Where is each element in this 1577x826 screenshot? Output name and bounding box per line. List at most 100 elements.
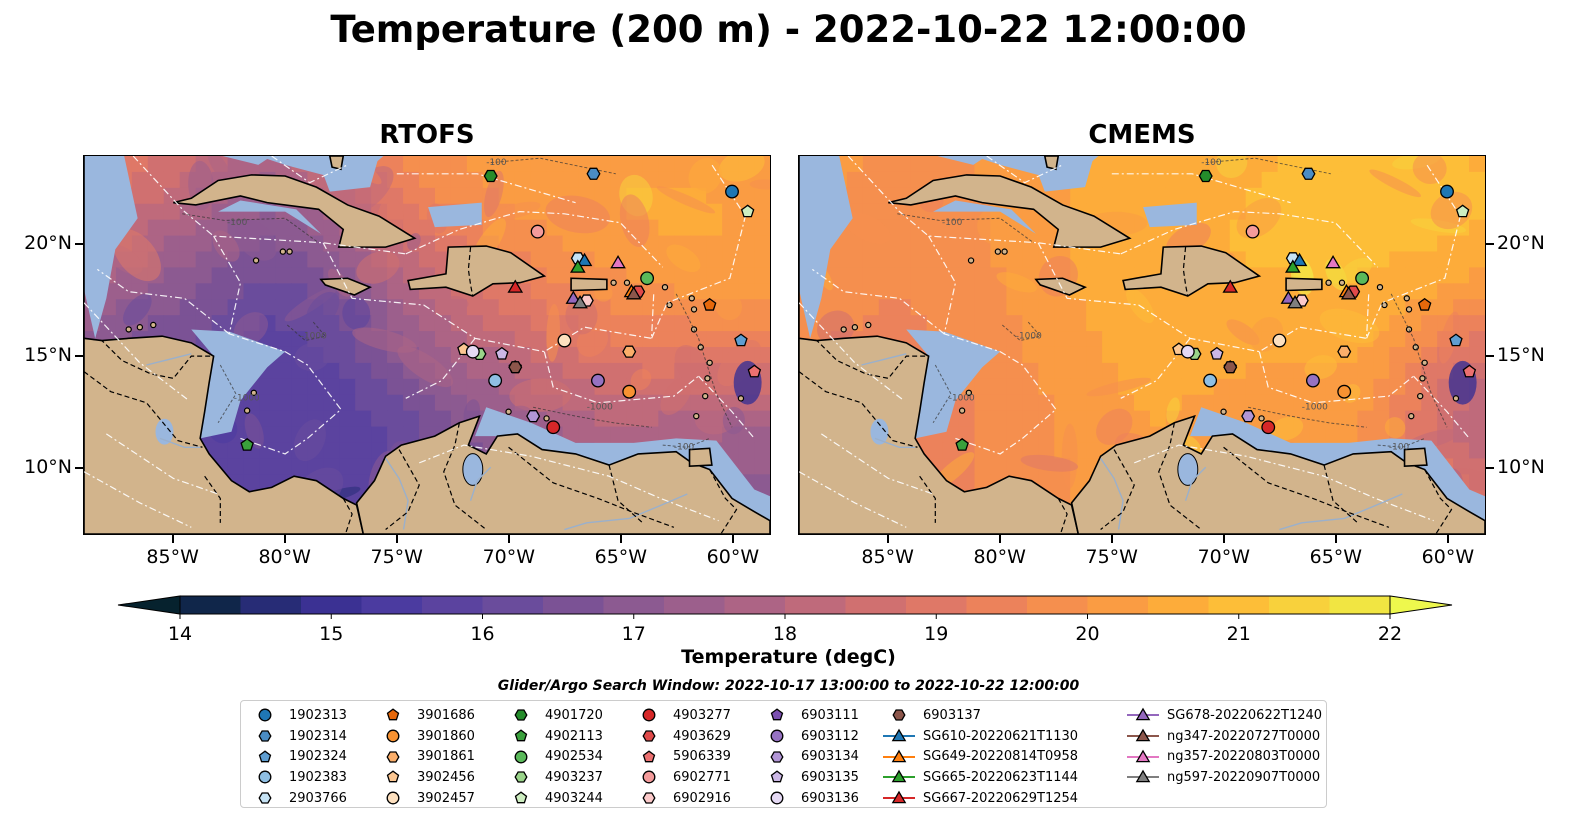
isobath-line: [662, 437, 710, 448]
island: [1405, 326, 1413, 333]
lake-maracaibo: [462, 453, 484, 486]
river: [1100, 458, 1124, 530]
legend-label: ng357-20220803T0000: [1167, 749, 1321, 765]
land-cuba: [888, 174, 1132, 248]
lat-tick: [75, 466, 83, 469]
island: [690, 306, 698, 313]
legend-marker: [770, 751, 784, 763]
eez-line: [812, 268, 945, 335]
colorbar-extend-min: [117, 595, 181, 615]
isobath-line: [532, 406, 652, 428]
eez-line: [419, 444, 719, 522]
lake-nicaragua: [870, 418, 889, 445]
country-border: [467, 247, 474, 297]
legend-column: 3901686 3901860 3901861 3902456 3902457: [375, 705, 475, 808]
map-canvas-rtofs: -100 -1000 -100 -1000 -1000 -100: [84, 156, 770, 534]
island: [965, 389, 973, 396]
legend-label: 3901860: [417, 728, 475, 744]
figure-title: Temperature (200 m) - 2022-10-22 12:00:0…: [330, 8, 1247, 51]
eez-line: [543, 351, 699, 404]
shelf-nicaragua: [191, 329, 286, 439]
colorbar-segment: [482, 596, 544, 614]
lat-tick: [1486, 355, 1494, 358]
colorbar-segment: [664, 596, 725, 614]
colorbar-segment: [724, 596, 786, 614]
legend-swatch: [892, 709, 906, 721]
legend-label: 5906339: [673, 749, 731, 765]
lon-tick: [1110, 535, 1113, 543]
legend-swatch: [883, 749, 915, 762]
country-border: [919, 475, 936, 523]
shelf-yucatan: [799, 156, 853, 339]
legend-swatch: [883, 790, 915, 804]
lon-tick-label-cmems: 75°W: [1085, 546, 1138, 568]
legend-swatch: [514, 750, 528, 764]
marker-4903244: [1455, 204, 1470, 218]
island: [1001, 248, 1008, 255]
legend-label: 4903237: [545, 769, 603, 785]
marker-1902313: [1440, 184, 1454, 199]
legend-label: 6903136: [801, 790, 859, 806]
legend-item: 2903766: [247, 788, 347, 809]
legend-label: 6903134: [801, 749, 859, 765]
colorbar-segment: [301, 596, 362, 614]
lat-tick-label-rtofs: 15°N: [24, 344, 72, 367]
isobath-label: -1000: [234, 394, 260, 404]
legend-label: ng347-20220727T0000: [1167, 728, 1321, 744]
legend-item: 6903111: [759, 705, 859, 726]
marker-SG678-20220622T1240: [565, 290, 582, 304]
land-bahamas: [328, 156, 345, 171]
legend-label: 4901720: [545, 707, 603, 723]
land-masses: [84, 156, 770, 534]
lake-maracaibo: [1177, 453, 1199, 486]
marker-1902314: [586, 167, 601, 180]
island: [250, 389, 258, 396]
shelf-yucatan: [84, 156, 138, 339]
island: [840, 326, 847, 333]
marker-3901860: [1337, 384, 1352, 399]
legend-marker: [642, 792, 656, 804]
legend-swatch: [1127, 770, 1159, 783]
legend-swatch: [1127, 707, 1159, 721]
legend-marker: [770, 770, 784, 783]
lat-tick: [1486, 466, 1494, 469]
lon-tick-label-rtofs: 75°W: [370, 546, 423, 568]
eez-line: [698, 375, 755, 439]
marker-6903112: [591, 373, 605, 388]
legend-label: 6902771: [673, 769, 731, 785]
legend-marker: [891, 770, 907, 783]
colorbar-extend-max: [1389, 595, 1453, 615]
legend-marker: [258, 770, 272, 784]
isobath-label: -100: [942, 218, 963, 228]
legend-item: 4901720: [503, 705, 603, 726]
legend-item: SG649-20220814T0958: [881, 746, 1078, 767]
map-rtofs[interactable]: -100 -1000 -100 -1000 -1000 -100: [83, 155, 771, 535]
marker-6903137: [1223, 361, 1238, 374]
legend-label: 4902534: [545, 749, 603, 765]
legend-column: 6903111 6903112 6903134 6903135 6903136: [759, 705, 859, 808]
legend-marker: [258, 730, 272, 742]
legend-column: 6903137 SG610-20220621T1130 SG649-20220814…: [881, 705, 1078, 808]
river: [564, 493, 688, 531]
marker-3901860: [622, 384, 637, 399]
colorbar-tick-label: 17: [622, 623, 646, 644]
legend-marker: [386, 729, 400, 743]
marker-SG667-20220629T1254: [1222, 279, 1239, 293]
legend-item: 4902113: [503, 726, 603, 747]
legend-swatch: [770, 708, 784, 721]
isobath-label: -100: [227, 218, 248, 228]
legend-column: SG678-20220622T1240 ng347-20220727T0000 ng…: [1125, 705, 1322, 788]
land-masses: [799, 156, 1485, 534]
map-cmems[interactable]: -100 -1000 -100 -1000 -1000 -100: [798, 155, 1486, 535]
land-trinidad: [1403, 447, 1428, 467]
land-trinidad: [688, 447, 713, 467]
legend-item: ng357-20220803T0000: [1125, 746, 1322, 767]
legend-marker: [258, 792, 272, 804]
island: [666, 301, 673, 309]
isobath-line: [932, 364, 952, 424]
eez-line: [396, 173, 576, 204]
colorbar-segment: [906, 596, 967, 614]
island: [1381, 301, 1388, 309]
colorbar-segment: [966, 596, 1028, 614]
legend-marker: [386, 751, 400, 763]
